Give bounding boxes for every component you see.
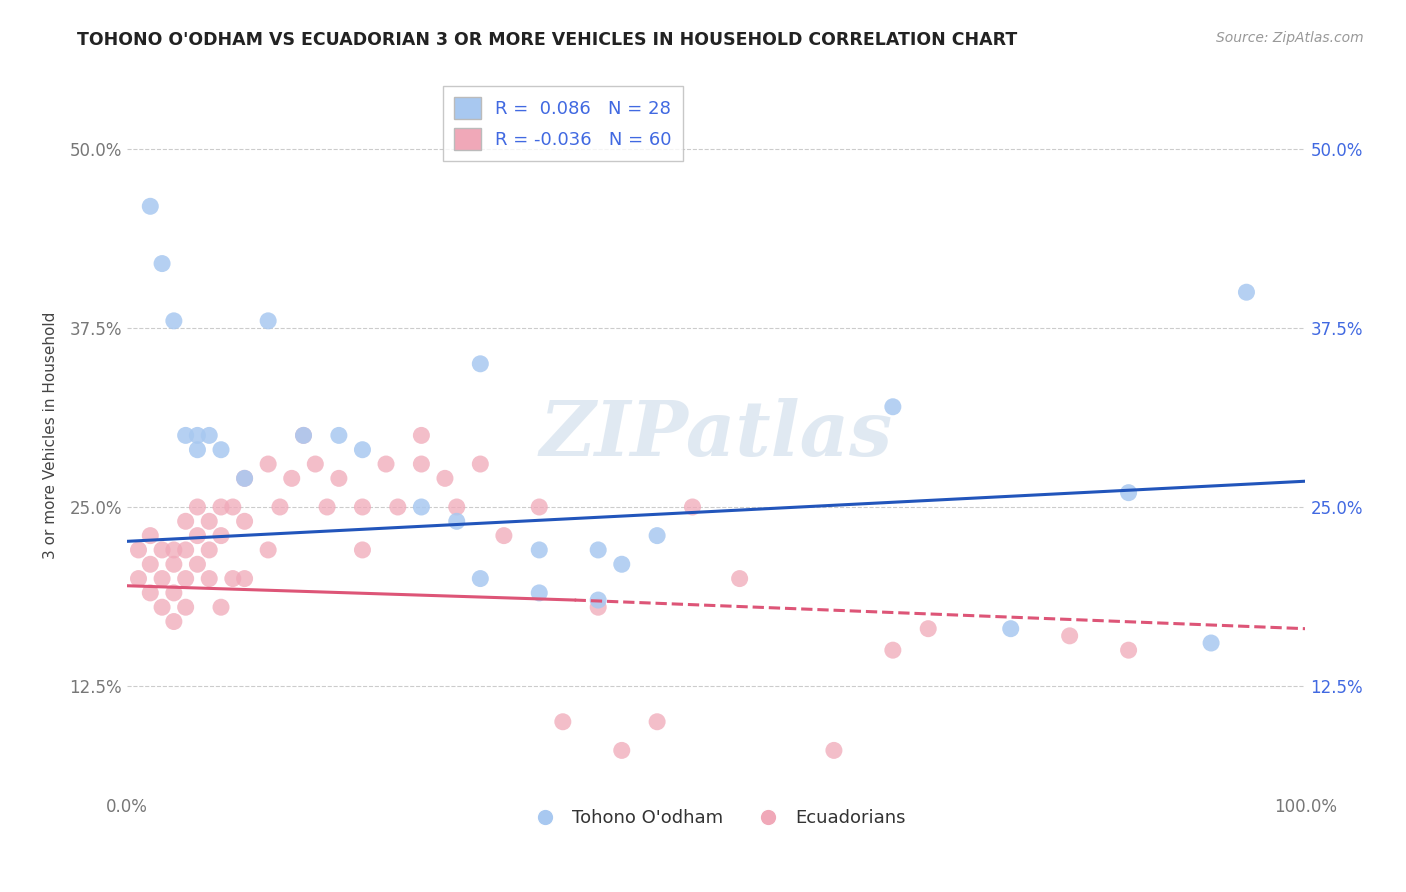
Point bbox=[586, 600, 609, 615]
Point bbox=[586, 593, 609, 607]
Point bbox=[139, 558, 162, 572]
Point bbox=[209, 528, 232, 542]
Y-axis label: 3 or more Vehicles in Household: 3 or more Vehicles in Household bbox=[44, 311, 58, 559]
Point bbox=[823, 743, 845, 757]
Point bbox=[316, 500, 339, 514]
Point bbox=[128, 572, 150, 586]
Point bbox=[328, 428, 350, 442]
Point bbox=[257, 314, 280, 328]
Point bbox=[352, 500, 374, 514]
Point bbox=[163, 314, 186, 328]
Point bbox=[1118, 485, 1140, 500]
Point bbox=[198, 543, 221, 558]
Point bbox=[163, 543, 186, 558]
Point bbox=[150, 543, 173, 558]
Point bbox=[150, 600, 173, 615]
Point bbox=[411, 457, 433, 471]
Point bbox=[433, 471, 456, 485]
Point bbox=[174, 600, 197, 615]
Point bbox=[352, 442, 374, 457]
Legend: Tohono O'odham, Ecuadorians: Tohono O'odham, Ecuadorians bbox=[519, 802, 912, 834]
Text: Source: ZipAtlas.com: Source: ZipAtlas.com bbox=[1216, 31, 1364, 45]
Point bbox=[222, 500, 245, 514]
Point bbox=[198, 428, 221, 442]
Point bbox=[586, 543, 609, 558]
Point bbox=[198, 572, 221, 586]
Point bbox=[186, 500, 208, 514]
Point bbox=[269, 500, 291, 514]
Point bbox=[292, 428, 315, 442]
Point bbox=[529, 500, 551, 514]
Point bbox=[174, 428, 197, 442]
Point bbox=[645, 528, 668, 542]
Point bbox=[882, 643, 904, 657]
Point bbox=[492, 528, 515, 542]
Point bbox=[186, 528, 208, 542]
Point bbox=[233, 471, 256, 485]
Point bbox=[645, 714, 668, 729]
Point bbox=[411, 428, 433, 442]
Point bbox=[1199, 636, 1222, 650]
Point bbox=[257, 543, 280, 558]
Point bbox=[387, 500, 409, 514]
Point bbox=[328, 471, 350, 485]
Point bbox=[529, 543, 551, 558]
Point bbox=[128, 543, 150, 558]
Point bbox=[163, 615, 186, 629]
Point bbox=[917, 622, 939, 636]
Point bbox=[529, 586, 551, 600]
Point bbox=[139, 586, 162, 600]
Point bbox=[610, 558, 633, 572]
Point bbox=[352, 543, 374, 558]
Point bbox=[209, 500, 232, 514]
Point bbox=[1059, 629, 1081, 643]
Point bbox=[610, 743, 633, 757]
Point bbox=[470, 457, 492, 471]
Point bbox=[139, 528, 162, 542]
Point bbox=[446, 500, 468, 514]
Point bbox=[728, 572, 751, 586]
Point bbox=[174, 514, 197, 528]
Point bbox=[163, 586, 186, 600]
Point bbox=[1000, 622, 1022, 636]
Point bbox=[150, 572, 173, 586]
Point bbox=[304, 457, 326, 471]
Point bbox=[163, 558, 186, 572]
Point bbox=[186, 428, 208, 442]
Point bbox=[233, 471, 256, 485]
Point bbox=[1118, 643, 1140, 657]
Point bbox=[174, 572, 197, 586]
Point bbox=[186, 558, 208, 572]
Point bbox=[551, 714, 574, 729]
Point bbox=[233, 572, 256, 586]
Point bbox=[470, 572, 492, 586]
Point bbox=[280, 471, 302, 485]
Point bbox=[209, 600, 232, 615]
Point bbox=[150, 256, 173, 270]
Point bbox=[375, 457, 398, 471]
Point bbox=[222, 572, 245, 586]
Point bbox=[446, 514, 468, 528]
Point bbox=[682, 500, 704, 514]
Point bbox=[470, 357, 492, 371]
Point bbox=[233, 514, 256, 528]
Point bbox=[186, 442, 208, 457]
Point bbox=[139, 199, 162, 213]
Point bbox=[198, 514, 221, 528]
Point bbox=[209, 442, 232, 457]
Point bbox=[292, 428, 315, 442]
Text: TOHONO O'ODHAM VS ECUADORIAN 3 OR MORE VEHICLES IN HOUSEHOLD CORRELATION CHART: TOHONO O'ODHAM VS ECUADORIAN 3 OR MORE V… bbox=[77, 31, 1018, 49]
Point bbox=[411, 500, 433, 514]
Text: ZIPatlas: ZIPatlas bbox=[540, 399, 893, 473]
Point bbox=[174, 543, 197, 558]
Point bbox=[1236, 285, 1258, 300]
Point bbox=[257, 457, 280, 471]
Point bbox=[882, 400, 904, 414]
